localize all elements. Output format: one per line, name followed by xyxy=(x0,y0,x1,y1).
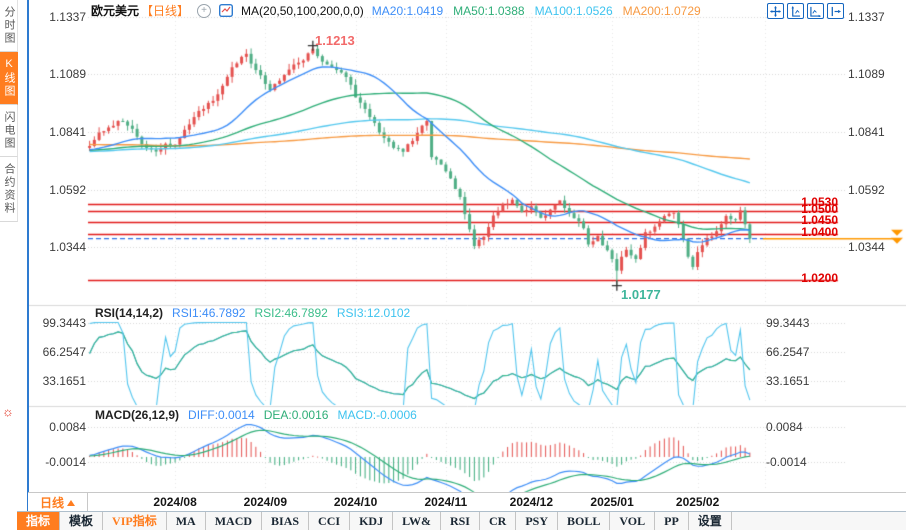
rsi-axis-label-left: 33.1651 xyxy=(42,374,86,388)
price-axis-label-left: 1.1337 xyxy=(49,10,86,24)
sidebar-item-分时图[interactable]: 分时图 xyxy=(0,0,18,52)
tab-BOLL[interactable]: BOLL xyxy=(558,512,611,530)
macd-axis-label-left: -0.0014 xyxy=(45,455,86,469)
ma-value: MA50:1.0388 xyxy=(453,3,525,18)
shift-right-icon[interactable] xyxy=(827,3,844,19)
chevron-up-icon xyxy=(67,499,75,506)
tab-LW&[interactable]: LW& xyxy=(393,512,441,530)
tab-MACD[interactable]: MACD xyxy=(206,512,263,530)
rsi-value: RSI2:46.7892 xyxy=(254,306,328,320)
rsi-axis-label-left: 66.2547 xyxy=(42,345,86,359)
macd-value: DIFF:0.0014 xyxy=(188,408,255,422)
macd-title: MACD(26,12,9) xyxy=(95,408,180,422)
tab-模板[interactable]: 模板 xyxy=(60,512,104,530)
month-label: 2025/01 xyxy=(590,495,634,509)
macd-value: DEA:0.0016 xyxy=(263,408,329,422)
tab-BIAS[interactable]: BIAS xyxy=(262,512,310,530)
price-axis-label-right: 1.1089 xyxy=(848,67,885,82)
price-axis-label-left: 1.0344 xyxy=(49,240,86,254)
add-indicator-icon[interactable]: + xyxy=(197,3,212,18)
rsi-legend: RSI(14,14,2) RSI1:46.7892 RSI2:46.7892 RSI… xyxy=(95,306,410,320)
sidebar-item-K线图[interactable]: K线图 xyxy=(0,52,18,105)
macd-axis-label-right: 0.0084 xyxy=(766,420,803,434)
macd-value: MACD:-0.0006 xyxy=(337,408,417,422)
price-level-label: 1.0530 xyxy=(801,194,838,209)
time-axis-row: 日线 2024/08 2024/09 2024/10 2024/11 2024/12 20… xyxy=(28,492,906,512)
tab-KDJ[interactable]: KDJ xyxy=(350,512,394,530)
tab-MA[interactable]: MA xyxy=(167,512,206,530)
macd-axis-label-right: -0.0014 xyxy=(766,455,807,469)
month-label: 2024/12 xyxy=(509,495,554,509)
tab-RSI[interactable]: RSI xyxy=(441,512,480,530)
rsi-axis-label-right: 99.3443 xyxy=(766,316,810,330)
timeframe-selector[interactable]: 日线 xyxy=(28,493,88,512)
tab-VIP指标[interactable]: VIP指标 xyxy=(103,512,167,530)
price-axis-label-left: 1.0841 xyxy=(49,124,86,139)
tab-指标[interactable]: 指标 xyxy=(17,512,61,530)
low-annotation: 1.0177 xyxy=(621,287,661,302)
price-axis-label-left: 1.0592 xyxy=(49,182,86,197)
tab-PSY[interactable]: PSY xyxy=(516,512,558,530)
price-level-label: 1.0400 xyxy=(801,225,838,240)
tab-CCI[interactable]: CCI xyxy=(309,512,351,530)
rsi-value: RSI1:46.7892 xyxy=(172,306,246,320)
ma-settings-label: MA(20,50,100,200,0,0) xyxy=(241,3,364,18)
ma-value: MA200:1.0729 xyxy=(622,3,701,18)
ma-value: MA20:1.0419 xyxy=(371,3,444,18)
price-axis-label-right: 1.0344 xyxy=(848,240,885,254)
tab-PP[interactable]: PP xyxy=(655,512,689,530)
month-label: 2024/08 xyxy=(153,495,197,509)
price-axis-label-right: 1.1337 xyxy=(848,10,885,24)
chart-toolbar xyxy=(767,3,844,19)
price-axis-label-right: 1.0841 xyxy=(848,124,885,139)
high-annotation: 1.1213 xyxy=(315,33,355,48)
tab-设置[interactable]: 设置 xyxy=(689,512,732,530)
chart-type-icon[interactable] xyxy=(219,4,234,17)
rsi-title: RSI(14,14,2) xyxy=(95,306,164,320)
timeframe-label: 日线 xyxy=(39,496,64,510)
chart-legend: 欧元美元 【日线】 + MA(20,50,100,200,0,0) MA20:1… xyxy=(91,2,701,19)
month-label: 2024/10 xyxy=(333,495,378,509)
macd-legend: MACD(26,12,9) DIFF:0.0014 DEA:0.0016 MACD:… xyxy=(95,408,417,422)
sidebar: 分时图 K线图 闪电图 合约资料 xyxy=(0,0,29,530)
ma-value: MA100:1.0526 xyxy=(534,3,613,18)
price-level-label: 1.0500 xyxy=(801,201,838,216)
sidebar-item-闪电图[interactable]: 闪电图 xyxy=(0,105,18,157)
month-label: 2025/02 xyxy=(675,495,720,509)
month-label: 2024/09 xyxy=(243,495,288,509)
price-level-label: 1.0200 xyxy=(801,271,838,286)
fit-vertical-axis-icon[interactable] xyxy=(787,3,804,19)
price-axis-label-left: 1.1089 xyxy=(49,67,86,82)
sidebar-item-合约资料[interactable]: 合约资料 xyxy=(0,157,18,222)
tab-VOL[interactable]: VOL xyxy=(610,512,656,530)
month-label: 2024/11 xyxy=(424,495,468,509)
symbol-title: 欧元美元 xyxy=(91,4,140,18)
rsi-axis-label-left: 99.3443 xyxy=(42,316,86,330)
price-axis-label-right: 1.0592 xyxy=(848,182,885,197)
indicator-settings-icon[interactable]: ☼ xyxy=(2,404,14,419)
macd-axis-label-left: 0.0084 xyxy=(49,420,86,434)
indicator-tabbar: 指标 模板 VIP指标 MA MACD BIAS CCI KDJ LW& RSI CR PSY BOLL… xyxy=(17,511,906,530)
rsi-axis-label-right: 33.1651 xyxy=(766,374,810,388)
timeframe-tag: 【日线】 xyxy=(141,4,190,18)
price-level-label: 1.0450 xyxy=(801,213,838,228)
rsi-value: RSI3:12.0102 xyxy=(336,306,411,320)
tab-CR[interactable]: CR xyxy=(480,512,517,530)
rsi-axis-label-right: 66.2547 xyxy=(766,345,810,359)
pan-icon[interactable] xyxy=(767,3,784,19)
fit-horizontal-axis-icon[interactable] xyxy=(807,3,824,19)
